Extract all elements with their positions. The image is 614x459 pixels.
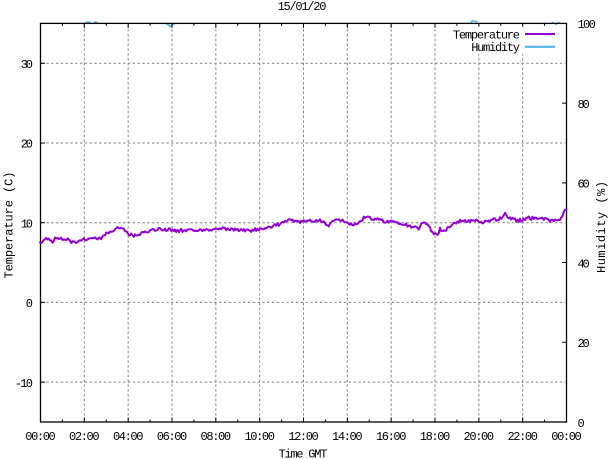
svg-text:06:00: 06:00 <box>157 430 188 444</box>
svg-text:100: 100 <box>578 18 596 32</box>
svg-text:10: 10 <box>21 217 33 231</box>
svg-text:Temperature (C): Temperature (C) <box>3 172 17 279</box>
svg-text:10:00: 10:00 <box>244 430 275 444</box>
svg-text:00:00: 00:00 <box>551 430 582 444</box>
svg-text:Humidity (%): Humidity (%) <box>595 181 609 273</box>
svg-text:60: 60 <box>578 178 590 192</box>
svg-text:30: 30 <box>21 58 33 72</box>
svg-text:-10: -10 <box>15 377 33 391</box>
svg-text:12:00: 12:00 <box>288 430 319 444</box>
svg-text:20: 20 <box>578 337 590 351</box>
svg-text:16:00: 16:00 <box>376 430 407 444</box>
svg-text:18:00: 18:00 <box>420 430 451 444</box>
svg-text:08:00: 08:00 <box>201 430 232 444</box>
svg-text:Humidity: Humidity <box>471 41 520 55</box>
svg-text:00:00: 00:00 <box>25 430 56 444</box>
svg-text:15/01/20: 15/01/20 <box>278 0 327 14</box>
svg-text:40: 40 <box>578 257 590 271</box>
svg-text:0: 0 <box>26 297 33 311</box>
svg-text:14:00: 14:00 <box>332 430 363 444</box>
svg-text:80: 80 <box>578 98 590 112</box>
svg-text:0: 0 <box>578 417 585 431</box>
svg-text:22:00: 22:00 <box>507 430 538 444</box>
svg-text:20: 20 <box>21 138 33 152</box>
svg-text:04:00: 04:00 <box>113 430 144 444</box>
svg-text:20:00: 20:00 <box>464 430 495 444</box>
svg-text:02:00: 02:00 <box>69 430 100 444</box>
svg-text:Time GMT: Time GMT <box>279 447 328 459</box>
svg-text:Temperature: Temperature <box>453 28 520 42</box>
